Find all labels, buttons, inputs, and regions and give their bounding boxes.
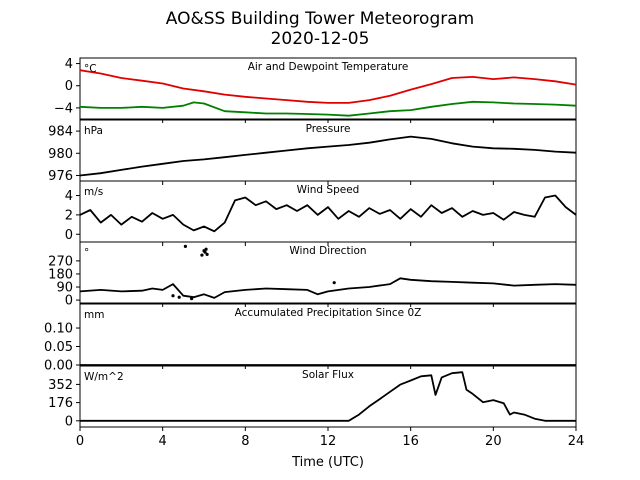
- y-tick-label-wind-direction-2: 180: [48, 267, 73, 282]
- panel-title-wind-speed: Wind Speed: [297, 184, 360, 196]
- y-tick-label-pressure-1: 980: [48, 147, 73, 162]
- scatter-point-wind-direction-9: [332, 281, 336, 285]
- x-tick-label-1: 4: [159, 434, 167, 449]
- chart-subtitle: 2020-12-05: [271, 29, 370, 49]
- panel-unit-wind-speed: m/s: [84, 186, 103, 198]
- panel-unit-solar: W/m^2: [84, 371, 124, 383]
- y-tick-label-precip-2: 0.10: [44, 322, 73, 337]
- y-tick-label-solar-2: 352: [48, 378, 73, 393]
- y-tick-label-wind-direction-1: 90: [56, 281, 73, 296]
- y-tick-label-wind-speed-1: 2: [65, 208, 73, 223]
- chart-title: AO&SS Building Tower Meteorogram: [166, 9, 474, 29]
- x-tick-label-4: 16: [402, 434, 419, 449]
- scatter-point-wind-direction-3: [190, 297, 194, 301]
- panel-unit-wind-direction: °: [84, 247, 89, 259]
- scatter-point-wind-direction-1: [177, 295, 181, 299]
- y-tick-label-pressure-0: 976: [48, 169, 73, 184]
- panel-title-temp: Air and Dewpoint Temperature: [248, 61, 409, 73]
- y-tick-label-pressure-2: 984: [48, 125, 73, 140]
- x-tick-label-5: 20: [485, 434, 502, 449]
- panel-title-solar: Solar Flux: [302, 369, 354, 381]
- y-tick-label-precip-1: 0.05: [44, 340, 73, 355]
- y-tick-label-solar-0: 0: [65, 414, 73, 429]
- y-tick-label-temp-1: 0: [65, 79, 73, 94]
- x-tick-label-3: 12: [320, 434, 337, 449]
- x-axis-label: Time (UTC): [291, 455, 364, 470]
- y-tick-label-temp-0: 4: [65, 57, 73, 72]
- x-tick-label-2: 8: [241, 434, 249, 449]
- panel-title-precip: Accumulated Precipitation Since 0Z: [235, 307, 422, 319]
- scatter-point-wind-direction-4: [200, 253, 204, 257]
- series-line-temp-0: [79, 69, 577, 104]
- panel-unit-pressure: hPa: [84, 125, 103, 137]
- y-tick-label-wind-direction-0: 0: [65, 294, 73, 309]
- y-tick-label-wind-speed-0: 0: [65, 228, 73, 243]
- scatter-point-wind-direction-7: [204, 247, 208, 251]
- y-tick-label-temp-2: −4: [54, 101, 73, 116]
- y-tick-label-solar-1: 176: [48, 396, 73, 411]
- scatter-point-wind-direction-0: [171, 294, 175, 298]
- panels-group: Air and Dewpoint Temperature°C40−4Pressu…: [44, 57, 584, 449]
- panel-title-wind-direction: Wind Direction: [289, 245, 366, 257]
- scatter-point-wind-direction-6: [203, 250, 207, 254]
- series-line-pressure-0: [79, 135, 577, 177]
- x-tick-label-6: 24: [568, 434, 585, 449]
- x-tick-label-0: 0: [76, 434, 84, 449]
- y-tick-label-wind-direction-3: 270: [48, 254, 73, 269]
- series-line-wind-speed-0: [79, 194, 577, 233]
- series-line-wind-direction-0: [79, 277, 577, 299]
- series-line-solar-0: [80, 371, 576, 422]
- scatter-point-wind-direction-2: [183, 244, 187, 248]
- series-line-temp-1: [79, 100, 577, 117]
- y-tick-label-wind-speed-2: 4: [65, 189, 73, 204]
- panel-unit-precip: mm: [84, 309, 104, 321]
- scatter-point-wind-direction-8: [205, 252, 209, 256]
- panel-title-pressure: Pressure: [306, 123, 351, 135]
- y-tick-label-precip-0: 0.00: [44, 359, 73, 374]
